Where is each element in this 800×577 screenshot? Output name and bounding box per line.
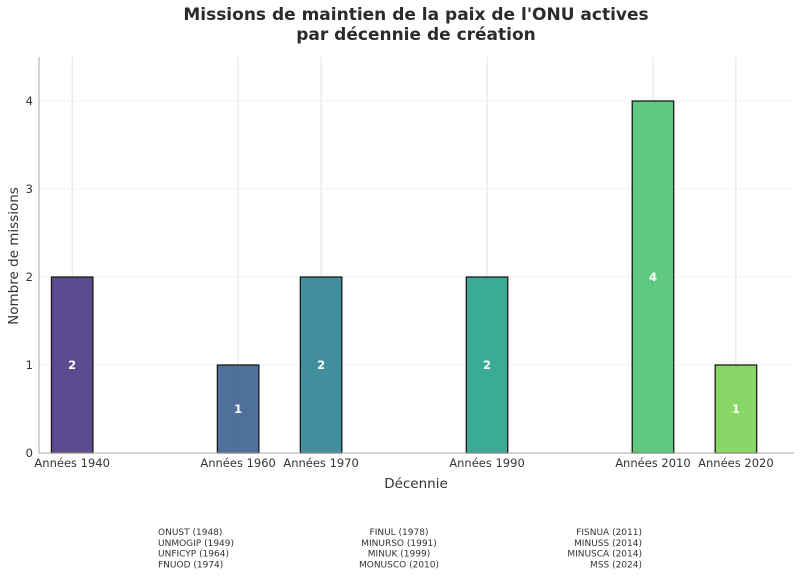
x-tick-label: Années 1940 (34, 456, 110, 470)
x-tick-label: Années 2010 (615, 456, 691, 470)
bar (631, 100, 675, 454)
annotation-line: MONUSCO (2010) (359, 560, 439, 570)
bar-value-label: 2 (483, 358, 491, 372)
annotation-line: MSS (2024) (590, 560, 642, 570)
annotation-line: MINUK (1999) (368, 550, 430, 560)
x-tick-label: Années 1970 (283, 456, 359, 470)
ticks: 0 1 2 3 4 Années 1940 Années 1960 Années 1970 An… (26, 94, 774, 470)
y-tick-label: 2 (26, 270, 33, 284)
chart-title-line-1: Missions de maintien de la paix de l'ONU… (183, 5, 648, 25)
bar (50, 276, 94, 454)
x-tick-label: Années 1990 (449, 456, 525, 470)
annotation-line: MINUSS (2014) (574, 539, 642, 549)
annotation-line: UNMOGIP (1949) (158, 539, 234, 549)
bar-value-label: 4 (649, 270, 657, 284)
bar (714, 364, 758, 454)
x-axis-label: Décennie (384, 476, 448, 492)
bar-value-label: 1 (234, 402, 242, 416)
bar-value-label: 2 (317, 358, 325, 372)
bar (465, 276, 509, 454)
chart-title-line-2: par décennie de création (296, 25, 536, 45)
bar (299, 276, 343, 454)
annotation-line: UNFICYP (1964) (158, 550, 229, 560)
axes (38, 57, 794, 454)
grid (39, 57, 794, 453)
bars: 2 1 2 2 4 1 (50, 100, 758, 454)
annotation-line: ONUST (1948) (158, 528, 222, 538)
y-tick-label: 0 (26, 446, 33, 460)
bar-value-label: 1 (732, 402, 740, 416)
y-tick-label: 4 (26, 94, 33, 108)
x-tick-label: Années 1960 (200, 456, 276, 470)
x-tick-label: Années 2020 (698, 456, 774, 470)
bar (216, 364, 260, 454)
y-tick-label: 1 (26, 358, 33, 372)
annotation-line: MINURSO (1991) (361, 539, 437, 549)
annotation-line: MINUSCA (2014) (567, 550, 642, 560)
bar-value-label: 2 (68, 358, 76, 372)
annotation-line: FISNUA (2011) (576, 528, 642, 538)
y-axis-label: Nombre de missions (6, 187, 22, 325)
y-tick-label: 3 (26, 182, 33, 196)
footnotes: ONUST (1948)UNMOGIP (1949)UNFICYP (1964)… (158, 528, 642, 570)
annotation-line: FINUL (1978) (370, 528, 429, 538)
annotation-line: FNUOD (1974) (158, 560, 223, 570)
